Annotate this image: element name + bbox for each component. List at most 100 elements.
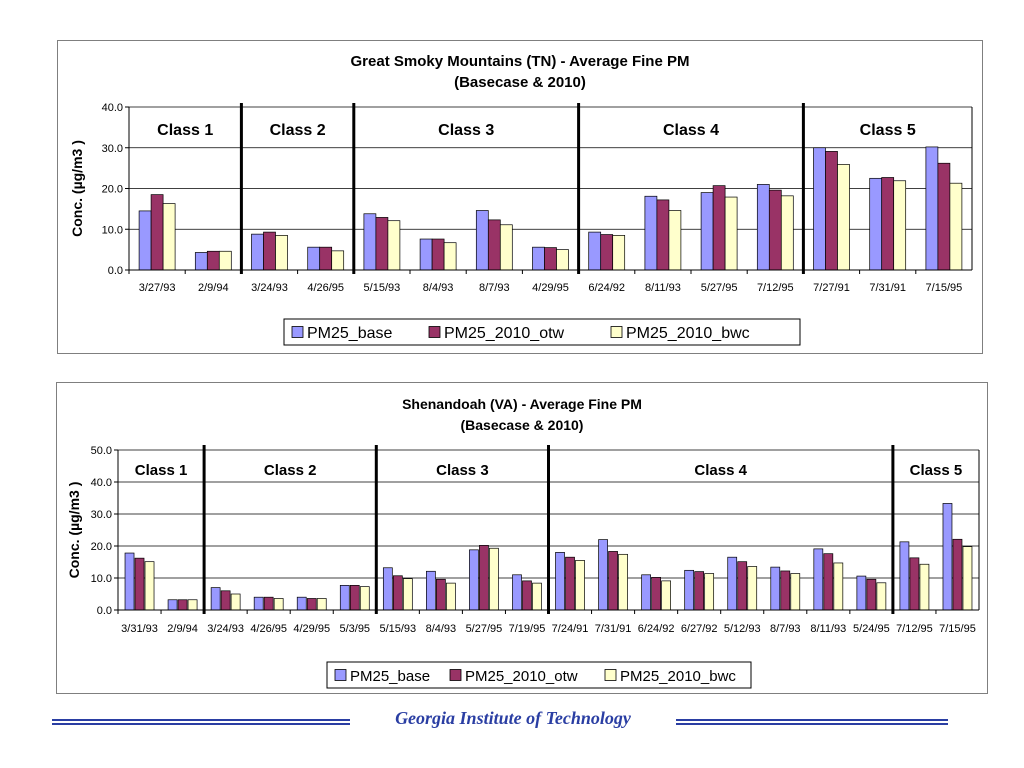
gsm-y-axis-label: Conc. (µg/m3 ) [69,140,85,237]
shen-x-tick-label: 5/27/95 [466,623,503,635]
gsm-x-tick-label: 8/4/93 [423,282,454,294]
gsm-legend-swatch [291,326,304,338]
gsm-x-tick-label: 5/27/95 [701,282,738,294]
gsm-x-tick-label: 4/26/95 [307,282,344,294]
shen-bar-pm25-2010-otw [952,538,963,611]
gsm-class-label: Class 4 [663,122,719,139]
shen-bar-pm25-2010-bwc [876,582,887,611]
shen-x-tick-label: 5/24/95 [853,623,890,635]
shen-bar-pm25-base [210,587,221,611]
shen-y-tick-label: 10.0 [91,573,112,585]
gsm-bar-pm25-base [869,177,883,271]
shen-y-tick-label: 30.0 [91,509,112,521]
chart-panel-shenandoah: Shenandoah (VA) - Average Fine PM (Baseca… [56,382,988,694]
shen-bar-pm25-2010-bwc [575,560,585,611]
shen-bar-pm25-2010-bwc [144,561,155,611]
shen-bar-pm25-base [167,599,178,611]
shen-bar-pm25-2010-otw [220,590,231,611]
gsm-y-tick-label: 10.0 [102,224,123,236]
gsm-bar-pm25-2010-otw [206,250,220,271]
footer-institution: Georgia Institute of Technology [395,708,631,728]
shen-bar-pm25-base [727,556,738,611]
gsm-bar-pm25-2010-otw [150,194,164,271]
shen-bar-pm25-base [555,552,565,611]
shen-subtitle: (Basecase & 2010) [461,417,584,433]
shen-y-tick-label: 40.0 [91,477,112,489]
shen-legend: PM25_base PM25_2010_otw PM25_2010_bwc [326,661,752,689]
gsm-bar-pm25-base [588,231,602,271]
gsm-x-tick-label: 7/15/95 [926,282,963,294]
gsm-bar-pm25-2010-otw [656,199,670,271]
shen-bar-pm25-base [469,549,479,611]
gsm-bar-pm25-2010-otw [263,231,276,271]
shen-bar-pm25-2010-bwc [187,599,198,611]
shen-bar-pm25-2010-otw [651,577,661,611]
gsm-y-tick-label: 40.0 [102,102,123,114]
gsm-bar-pm25-2010-bwc [893,180,907,271]
shen-bar-pm25-2010-bwc [661,580,671,611]
shen-x-tick-label: 3/31/93 [121,623,158,635]
shen-bar-pm25-2010-otw [909,557,920,611]
gsm-bar-pm25-base [251,233,264,271]
gsm-bar-pm25-base [363,213,377,271]
shen-bar-pm25-2010-bwc [747,566,758,611]
shen-bar-pm25-2010-bwc [273,598,284,611]
gsm-bar-pm25-2010-otw [431,238,445,271]
shen-bar-pm25-2010-bwc [790,573,801,611]
shen-y-tick-label: 50.0 [91,445,112,457]
shen-bar-pm25-2010-otw [349,585,360,611]
gsm-bar-pm25-base [475,210,489,271]
shen-x-tick-label: 3/24/93 [207,623,244,635]
gsm-bar-pm25-base [194,252,208,271]
gsm-bar-pm25-2010-otw [544,247,557,271]
shen-legend-swatch [334,669,347,681]
gsm-x-tick-label: 6/24/92 [588,282,625,294]
shen-x-tick-label: 7/12/95 [896,623,933,635]
gsm-class-label: Class 2 [270,122,326,139]
shen-bar-pm25-base [641,574,651,611]
gsm-class-label: Class 5 [860,122,916,139]
shen-class-label: Class 2 [264,462,317,479]
gsm-title: Great Smoky Mountains (TN) - Average Fin… [351,53,690,70]
gsm-bar-pm25-2010-bwc [387,220,401,271]
footer-rule-left [52,719,350,727]
gsm-bar-pm25-2010-bwc [668,210,682,271]
shen-bar-pm25-base [598,539,608,611]
gsm-bar-pm25-base [700,192,714,271]
gsm-bar-pm25-base [756,184,770,271]
shen-x-tick-label: 6/24/92 [638,623,675,635]
shen-bar-pm25-2010-otw [823,553,834,611]
shen-bar-pm25-2010-otw [565,556,575,611]
chart-panel-great-smoky: Great Smoky Mountains (TN) - Average Fin… [57,40,983,354]
gsm-bar-pm25-base [532,246,545,271]
shen-class-label: Class 3 [436,462,489,479]
gsm-x-tick-label: 8/7/93 [479,282,510,294]
shen-x-tick-label: 8/4/93 [426,623,457,635]
gsm-bar-pm25-2010-otw [487,219,501,271]
shen-x-tick-label: 7/24/91 [552,623,589,635]
shen-bar-pm25-2010-otw [694,571,705,611]
shen-bar-pm25-2010-otw [522,580,532,611]
shen-bar-pm25-base [856,575,867,611]
shen-bar-pm25-2010-otw [263,596,274,611]
shen-y-axis-label: Conc. (µg/m3 ) [66,482,82,579]
shen-bar-pm25-2010-otw [479,545,489,611]
gsm-bar-pm25-2010-bwc [556,249,569,271]
shen-bar-pm25-2010-bwc [532,582,542,611]
shen-legend-label: PM25_2010_bwc [620,668,736,685]
shen-bar-pm25-base [770,566,781,611]
gsm-class-label: Class 3 [438,122,494,139]
gsm-y-tick-label: 20.0 [102,184,123,196]
gsm-y-tick-label: 0.0 [108,265,123,277]
shen-bar-pm25-2010-otw [737,561,748,611]
shen-x-tick-label: 6/27/92 [681,623,718,635]
gsm-bar-pm25-2010-bwc [612,235,626,271]
shen-x-tick-label: 5/3/95 [339,623,370,635]
shen-title: Shenandoah (VA) - Average Fine PM [402,396,642,412]
shen-x-tick-label: 8/7/93 [770,623,801,635]
shen-bar-pm25-2010-bwc [618,553,628,611]
shen-x-tick-label: 4/29/95 [293,623,330,635]
shen-class-label: Class 5 [910,462,963,479]
gsm-legend-box [283,318,801,346]
shen-bar-pm25-base [899,541,910,611]
